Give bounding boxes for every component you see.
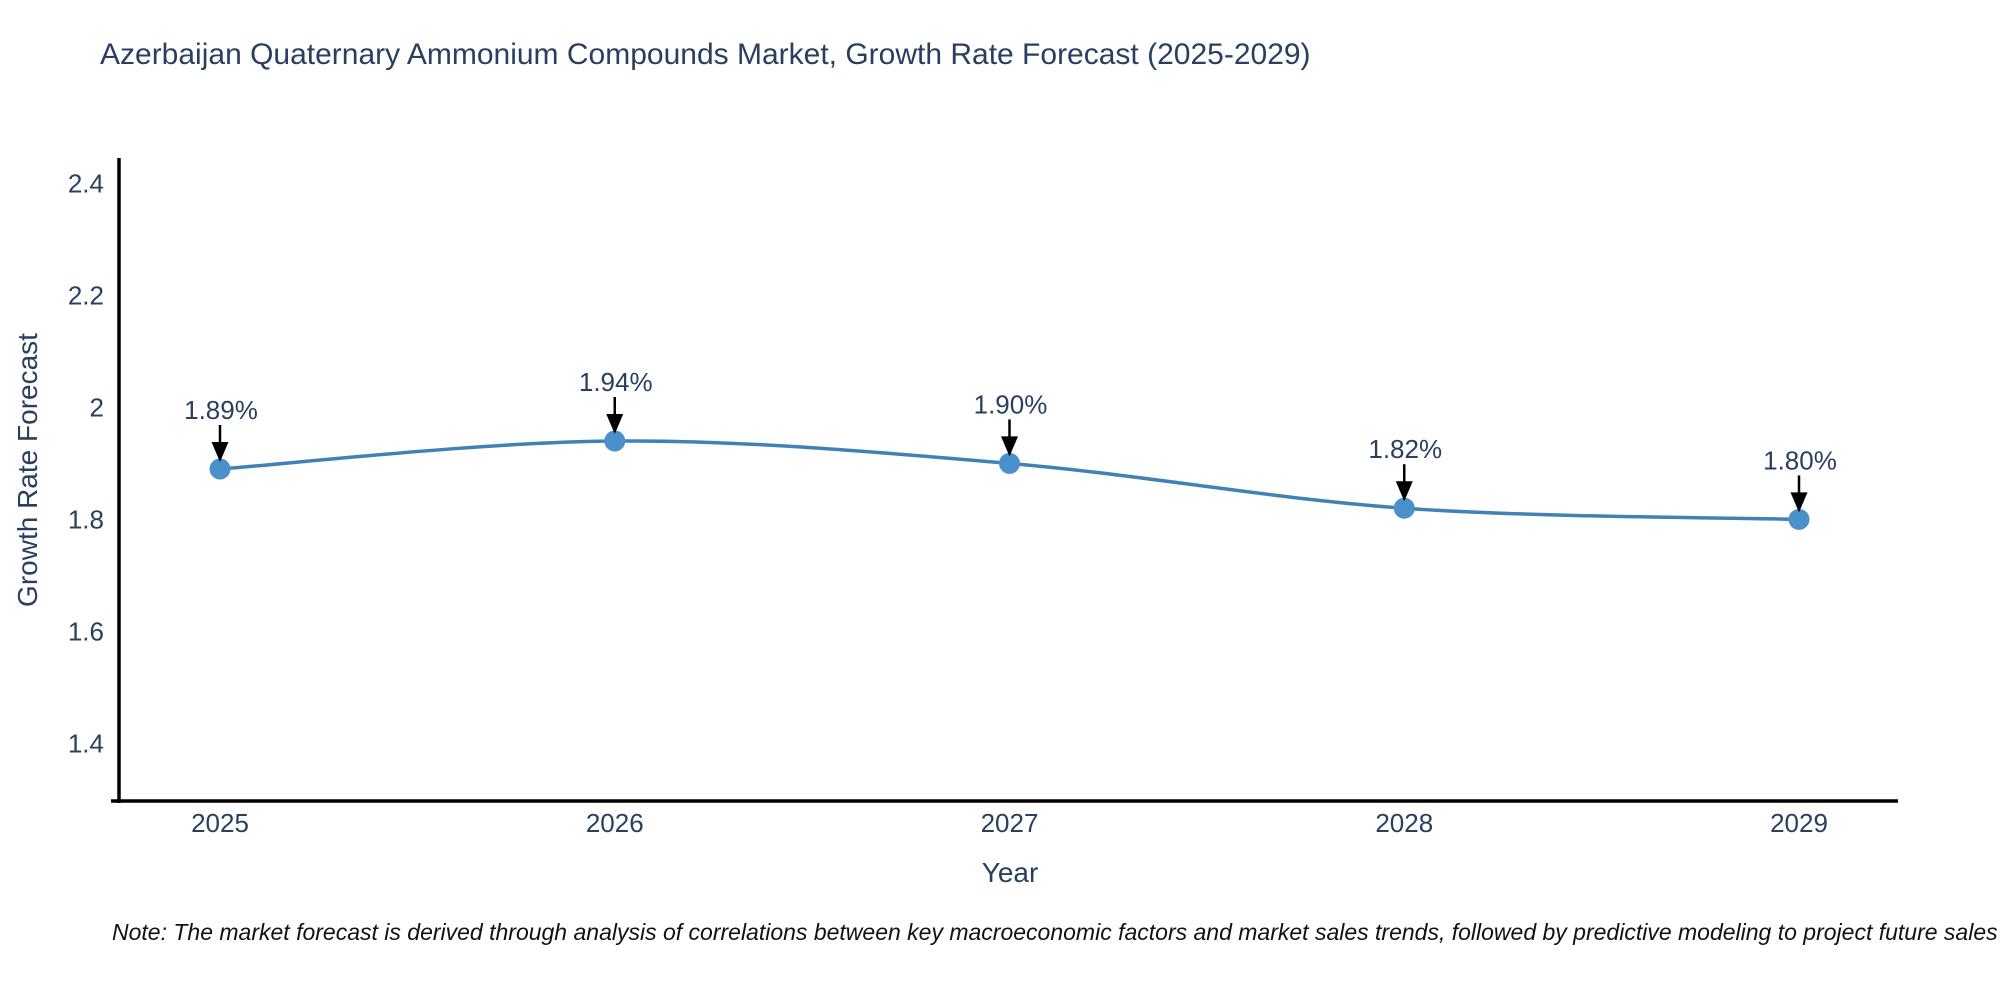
y-axis-title: Growth Rate Forecast xyxy=(12,333,43,607)
footnote: Note: The market forecast is derived thr… xyxy=(112,919,1998,945)
data-point-marker xyxy=(999,452,1020,474)
x-tick-label: 2025 xyxy=(191,808,249,838)
data-point-marker xyxy=(209,458,231,480)
y-tick-label: 2.2 xyxy=(68,280,104,310)
data-point-marker xyxy=(1788,508,1810,530)
annotation-arrowhead xyxy=(1001,436,1018,457)
x-tick-label: 2026 xyxy=(586,808,644,838)
annotation-arrowhead xyxy=(606,414,624,434)
chart-title: Azerbaijan Quaternary Ammonium Compounds… xyxy=(100,38,1311,71)
y-tick-label: 2 xyxy=(90,392,104,422)
data-point-marker xyxy=(1393,497,1415,519)
point-value-label: 1.80% xyxy=(1763,445,1837,475)
x-tick-label: 2027 xyxy=(981,808,1039,838)
point-value-label: 1.90% xyxy=(974,389,1048,419)
annotation-arrowhead xyxy=(1790,492,1808,513)
y-tick-label: 1.4 xyxy=(68,728,104,758)
point-value-label: 1.94% xyxy=(579,367,653,397)
data-point-marker xyxy=(604,430,626,452)
x-axis-title: Year xyxy=(981,857,1039,888)
y-tick-label: 1.6 xyxy=(68,616,104,646)
y-tick-label: 2.4 xyxy=(68,168,104,198)
annotation-arrowhead xyxy=(211,442,229,462)
annotation-arrowhead xyxy=(1395,481,1413,502)
y-tick-label: 1.8 xyxy=(68,504,104,534)
x-tick-label: 2028 xyxy=(1375,808,1433,838)
point-value-label: 1.89% xyxy=(184,395,258,425)
x-tick-label: 2029 xyxy=(1770,808,1828,838)
point-value-label: 1.82% xyxy=(1368,434,1442,464)
